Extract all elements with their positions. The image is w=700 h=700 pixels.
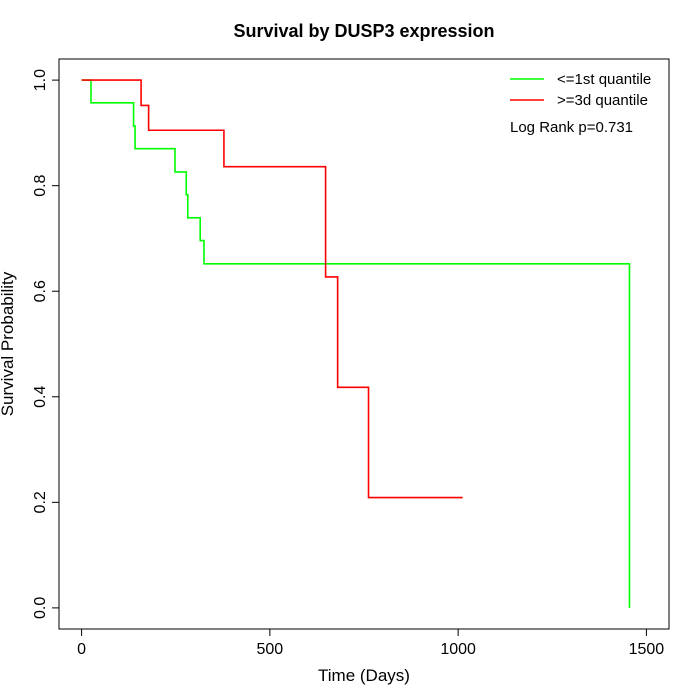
y-tick-label: 1.0 (32, 69, 49, 91)
legend: <=1st quantile >=3d quantile (510, 71, 651, 109)
survival-curve-2 (81, 79, 463, 499)
x-tick-label: 1500 (629, 641, 665, 658)
y-tick-label: 0.0 (32, 597, 49, 619)
survival-curve-1 (81, 79, 631, 608)
legend-label: >=3d quantile (557, 92, 648, 109)
series-layer (81, 79, 631, 608)
legend-label: <=1st quantile (557, 71, 651, 88)
plot-frame (58, 58, 670, 630)
y-tick-label: 0.6 (32, 280, 49, 302)
x-axis-label: Time (Days) (318, 666, 410, 685)
x-tick-label: 0 (77, 641, 86, 658)
log-rank-annotation: Log Rank p=0.731 (510, 119, 633, 136)
y-tick-label: 0.8 (32, 174, 49, 196)
x-tick-label: 1000 (440, 641, 476, 658)
y-tick-label: 0.4 (32, 386, 49, 408)
y-axis: 0.0 0.2 0.4 0.6 0.8 1.0 (32, 69, 60, 619)
y-tick-label: 0.2 (32, 491, 49, 513)
y-axis-label: Survival Probability (0, 271, 17, 416)
x-tick-label: 500 (257, 641, 284, 658)
chart-title: Survival by DUSP3 expression (233, 21, 494, 41)
x-axis: 0 500 1000 1500 (77, 628, 665, 658)
